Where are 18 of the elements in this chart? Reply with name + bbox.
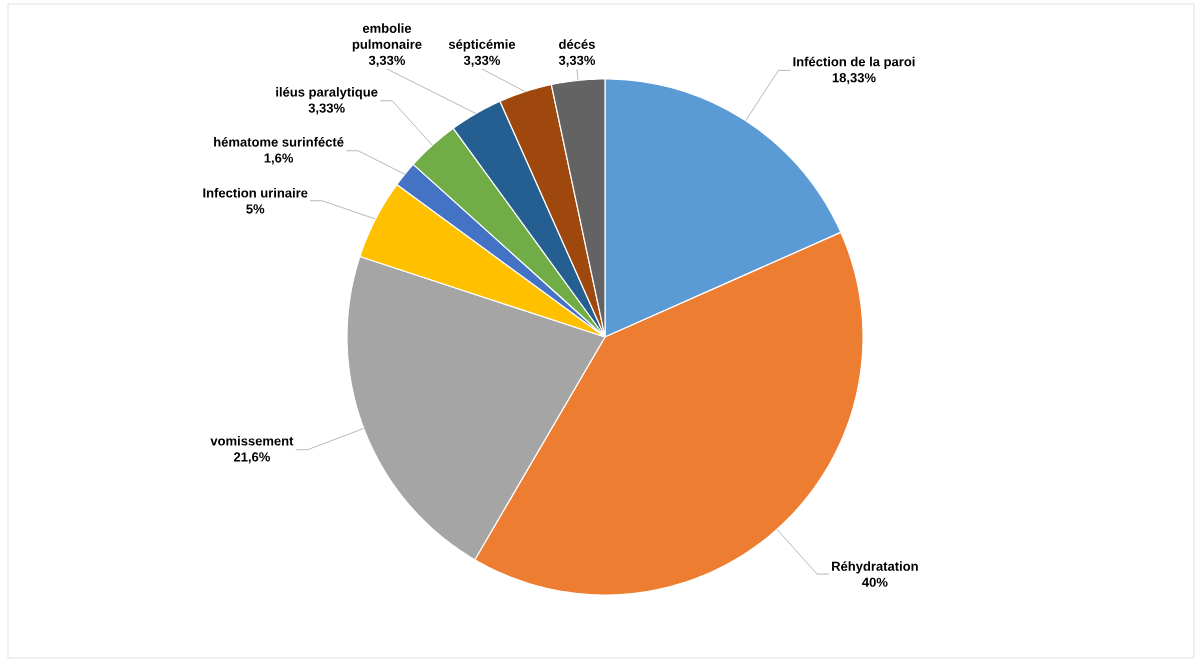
slice-label: embolie pulmonaire bbox=[352, 23, 422, 52]
slice-label: vomissement bbox=[210, 435, 294, 446]
slice-label: Inféction de la paroi bbox=[793, 56, 915, 69]
slice-label: Infection urinaire bbox=[203, 187, 308, 198]
slice-label: Réhydratation bbox=[832, 561, 918, 574]
slice-label: sépticémie bbox=[448, 39, 516, 52]
slice-label: iléus paralytique bbox=[276, 86, 378, 100]
data-label: 21,6% bbox=[233, 452, 270, 464]
data-label: 5% bbox=[246, 204, 265, 214]
data-label: 3,33% bbox=[308, 103, 345, 115]
data-label: 3,33% bbox=[558, 55, 596, 67]
data-label: 3,33% bbox=[463, 55, 501, 67]
data-label: 3,33% bbox=[368, 55, 406, 67]
data-label: 1,6% bbox=[264, 153, 294, 165]
data-label: 18,33% bbox=[832, 73, 876, 85]
slice-label: hématome surinfécté bbox=[214, 136, 344, 147]
slice-label: décés bbox=[559, 39, 595, 49]
data-label: 40% bbox=[862, 577, 888, 587]
